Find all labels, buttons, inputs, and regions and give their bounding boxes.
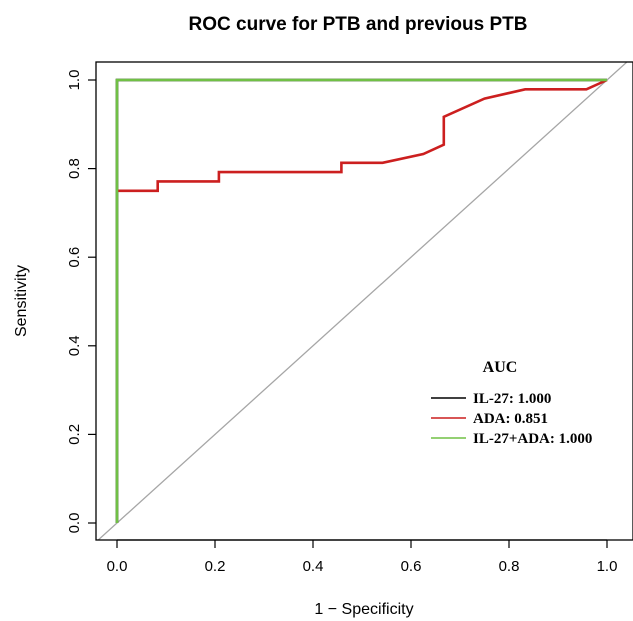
chart-title: ROC curve for PTB and previous PTB [189,14,528,35]
legend-entry-1: ADA: 0.851 [473,411,548,427]
roc-series-1 [117,78,608,193]
legend-title: AUC [483,359,518,376]
x-tick-label-3: 0.6 [401,558,422,575]
axes: 0.0 0.2 0.4 0.6 0.8 1.0 0.0 0.2 0.4 0.6 0.8 1.0 [66,70,617,575]
y-tick-label-5: 1.0 [66,70,83,91]
x-tick-label-1: 0.2 [205,558,226,575]
x-tick-label-4: 0.8 [499,558,520,575]
y-tick-label-3: 0.6 [66,247,83,268]
x-tick-label-5: 1.0 [597,558,618,575]
y-axis-label: Sensitivity [13,265,30,337]
y-tick-label-2: 0.4 [66,335,83,356]
roc-series-2 [115,78,607,523]
legend-entry-2: IL-27+ADA: 1.000 [473,431,592,447]
y-tick-label-0: 0.0 [66,513,83,534]
reference-diagonal [97,62,628,540]
legend: AUC IL-27: 1.000 ADA: 0.851 IL-27+ADA: 1.00… [431,359,592,447]
plot-area [97,62,628,540]
legend-entry-0: IL-27: 1.000 [473,391,551,407]
x-tick-label-0: 0.0 [107,558,128,575]
x-axis-label: 1 − Specificity [314,601,413,618]
y-tick-label-4: 0.8 [66,158,83,179]
x-tick-label-2: 0.4 [303,558,324,575]
y-tick-label-1: 0.2 [66,424,83,445]
